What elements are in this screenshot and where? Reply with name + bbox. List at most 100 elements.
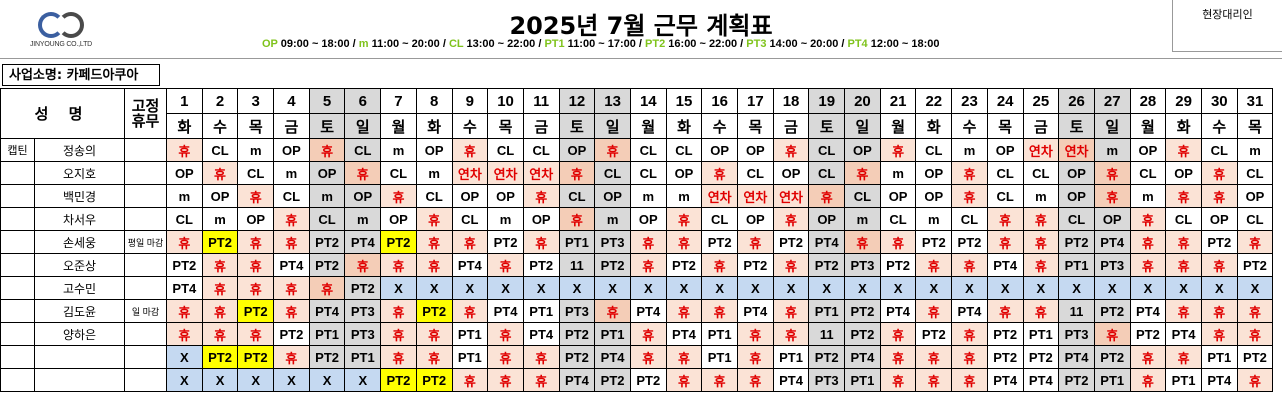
shift-cell: 휴 [522,230,560,254]
shift-cell: 휴 [879,368,917,392]
shift-cell: PT2 [665,253,703,277]
legend-code: PT3 [746,38,767,50]
legend-time: 13:00 ~ 22:00 / [463,38,545,50]
shift-cell: OP [701,138,738,162]
row-category [0,368,35,392]
shift-cell: OP [380,207,417,231]
shift-cell: X [1022,276,1060,300]
shift-cell: CL [273,184,310,208]
shift-cell: PT1 [344,345,382,369]
weekday: 수 [201,113,239,139]
shift-cell: 휴 [487,322,524,346]
shift-cell: PT1 [451,345,489,369]
shift-cell: 휴 [237,253,275,277]
fixed-off-header: 고정 휴무 [124,88,167,139]
shift-cell: PT2 [951,230,988,254]
shift-cell: PT4 [1058,345,1095,369]
shift-cell: 휴 [951,161,988,185]
day-number: 31 [1236,88,1274,114]
shift-cell: PT2 [308,253,346,277]
shift-cell: 휴 [166,299,203,323]
shift-legend: OP 09:00 ~ 18:00 / m 11:00 ~ 20:00 / CL … [262,38,940,50]
shift-cell: PT1 [451,322,489,346]
shift-cell: 연차 [487,161,524,185]
shift-cell: CL [308,207,346,231]
shift-cell: PT2 [308,230,346,254]
shift-cell: 휴 [237,276,275,300]
shift-cell: m [166,184,203,208]
shift-cell: 휴 [986,230,1024,254]
day-number: 14 [629,88,667,114]
shift-cell: PT2 [558,322,596,346]
shift-cell: CL [1236,207,1274,231]
table-row: 손세웅 평일 마감 휴 PT2 휴 휴 PT2 PT4 PT2 휴 휴 PT2 휴 PT1 PT3 휴 휴 PT2… [0,230,1274,254]
day-number: 2 [201,88,239,114]
shift-cell: PT1 [808,299,846,323]
employee-name: 양하은 [34,322,125,346]
shift-cell: 휴 [844,161,881,185]
shift-cell: CL [237,161,275,185]
shift-cell: PT4 [1022,368,1060,392]
shift-cell: 휴 [344,253,382,277]
weekday: 목 [1236,113,1274,139]
shift-cell: PT2 [915,322,953,346]
shift-cell: CL [558,184,596,208]
weekday: 일 [344,113,382,139]
shift-cell: 휴 [1200,161,1238,185]
weekday: 화 [1165,113,1202,139]
day-number: 8 [415,88,453,114]
day-number: 21 [879,88,917,114]
shift-cell: 휴 [1200,253,1238,277]
table-row: 김도윤 일 마감 휴 휴 PT2 휴 PT4 PT3 휴 PT2 휴 PT4 PT1 PT3 휴 PT4 휴 휴 P… [0,299,1274,323]
shift-cell: PT2 [380,230,417,254]
weekday: 수 [951,113,988,139]
shift-cell: 휴 [380,299,417,323]
shift-cell: X [380,276,417,300]
row-category [0,207,35,231]
day-number: 15 [665,88,703,114]
shift-cell: CL [1058,207,1095,231]
weekday: 화 [665,113,703,139]
weekday: 월 [380,113,417,139]
table-row: X X X X X X PT2 PT2 휴 휴 휴 PT4 PT2 PT2 휴 휴 휴 PT4 PT3 PT1 휴 휴 휴 P… [0,368,1274,392]
employee-name: 김도윤 [34,299,125,323]
row-category [0,345,35,369]
shift-cell: 휴 [1236,230,1274,254]
shift-cell: OP [1236,184,1274,208]
shift-cell: 휴 [1022,253,1060,277]
shift-cell: 휴 [772,299,810,323]
shift-cell: 휴 [1165,184,1202,208]
shift-cell: X [629,276,667,300]
shift-cell: CL [1129,161,1167,185]
shift-cell: PT2 [380,368,417,392]
employee-name: 오준상 [34,253,125,277]
shift-cell: CL [951,207,988,231]
shift-cell: X [879,276,917,300]
shift-cell: 휴 [665,230,703,254]
shift-cell: 휴 [1200,299,1238,323]
shift-cell: 11 [558,253,596,277]
shift-cell: CL [665,138,703,162]
shift-cell: PT2 [1093,345,1131,369]
shift-cell: OP [986,138,1024,162]
shift-cell: CL [701,207,738,231]
site-agent-box: 현장대리인 [1172,0,1282,52]
shift-cell: 휴 [166,322,203,346]
shift-cell: PT3 [594,230,631,254]
shift-cell: X [415,276,453,300]
shift-cell: PT2 [1093,299,1131,323]
shift-cell: 휴 [1165,138,1202,162]
shift-cell: 휴 [737,345,774,369]
shift-cell: X [451,276,489,300]
legend-time: 11:00 ~ 17:00 / [564,38,646,50]
name-header: 성 명 [0,88,125,139]
shift-cell: 휴 [701,368,738,392]
employee-name: 차서우 [34,207,125,231]
shift-cell: 휴 [665,207,703,231]
shift-cell: 연차 [772,184,810,208]
shift-cell: PT2 [701,230,738,254]
legend-code: PT4 [847,38,868,50]
row-category [0,253,35,277]
weekday: 일 [594,113,631,139]
shift-cell: X [701,276,738,300]
